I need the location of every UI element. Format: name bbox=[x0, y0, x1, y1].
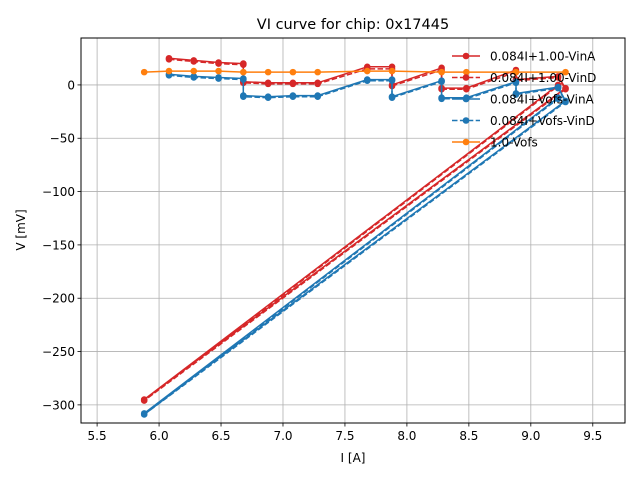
data-point bbox=[438, 68, 445, 76]
data-point bbox=[165, 67, 173, 75]
legend-item: 1.0-Vofs bbox=[452, 136, 538, 150]
y-tick-label: −300 bbox=[42, 398, 75, 412]
y-axis-label: V [mV] bbox=[14, 209, 28, 250]
data-point bbox=[438, 95, 445, 103]
x-tick-label: 6.0 bbox=[150, 429, 169, 443]
y-tick-label: −150 bbox=[42, 238, 75, 252]
legend: 0.084I+1.00-VinA 0.084I+1.00-VinD 0.084I+V… bbox=[452, 50, 596, 150]
data-point bbox=[562, 98, 569, 106]
data-point bbox=[562, 68, 569, 76]
legend-label: 0.084I+Vofs-VinD bbox=[490, 114, 595, 128]
data-point bbox=[463, 85, 470, 93]
data-point bbox=[240, 93, 247, 100]
series-layer bbox=[140, 54, 569, 418]
data-point bbox=[165, 56, 173, 63]
y-tick-label: 0 bbox=[67, 78, 75, 92]
legend-marker bbox=[462, 52, 470, 60]
series-4 bbox=[140, 67, 569, 76]
chart-title: VI curve for chip: 0x17445 bbox=[257, 17, 449, 33]
data-point bbox=[554, 74, 562, 81]
legend-label: 0.084I+1.00-VinD bbox=[490, 71, 596, 85]
legend-label: 0.084I+Vofs-VinA bbox=[490, 93, 595, 107]
legend-marker bbox=[462, 117, 470, 124]
data-point bbox=[190, 58, 198, 65]
data-point bbox=[554, 95, 562, 103]
data-point bbox=[190, 74, 198, 81]
x-tick-label: 7.5 bbox=[335, 429, 354, 443]
data-point bbox=[264, 94, 272, 102]
y-tick-label: −250 bbox=[42, 345, 75, 359]
series-line bbox=[144, 70, 566, 73]
data-point bbox=[289, 93, 297, 100]
data-point bbox=[289, 68, 297, 76]
data-point bbox=[562, 85, 569, 93]
data-point bbox=[264, 68, 272, 76]
data-point bbox=[264, 80, 272, 88]
data-point bbox=[240, 76, 247, 83]
data-point bbox=[314, 80, 321, 88]
plot-frame bbox=[80, 37, 626, 424]
x-tick-label: 6.5 bbox=[211, 429, 230, 443]
legend-label: 0.084I+1.00-VinA bbox=[490, 50, 596, 64]
data-point bbox=[289, 80, 297, 88]
y-tick-label: −50 bbox=[50, 132, 75, 146]
legend-item: 0.084I+Vofs-VinD bbox=[452, 114, 595, 128]
data-point bbox=[363, 77, 371, 84]
legend-item: 0.084I+1.00-VinD bbox=[452, 71, 596, 85]
legend-label: 1.0-Vofs bbox=[490, 136, 538, 150]
data-point bbox=[240, 61, 247, 68]
series-line bbox=[143, 74, 567, 416]
legend-marker bbox=[462, 138, 470, 146]
series-line bbox=[143, 58, 567, 402]
data-point bbox=[512, 91, 520, 98]
x-axis-label: I [A] bbox=[341, 451, 366, 465]
y-axis-ticks: 0 −50 −100 −150 −200 −250 −300 bbox=[42, 78, 81, 412]
data-point bbox=[314, 68, 321, 76]
data-point bbox=[554, 84, 562, 92]
data-point bbox=[463, 68, 470, 76]
x-tick-label: 8.5 bbox=[459, 429, 478, 443]
x-axis-ticks: 5.5 6.0 6.5 7.0 7.5 8.0 8.5 9.0 9.5 bbox=[88, 423, 602, 443]
data-point bbox=[140, 411, 148, 418]
y-tick-label: −100 bbox=[42, 185, 75, 199]
series-line bbox=[143, 57, 567, 401]
data-point bbox=[314, 93, 321, 100]
x-tick-label: 7.0 bbox=[273, 429, 292, 443]
x-tick-label: 5.5 bbox=[88, 429, 107, 443]
y-tick-label: −200 bbox=[42, 292, 75, 306]
x-tick-label: 8.0 bbox=[397, 429, 416, 443]
legend-item: 0.084I+1.00-VinA bbox=[452, 50, 596, 64]
legend-item: 0.084I+Vofs-VinA bbox=[452, 93, 595, 107]
data-point bbox=[240, 68, 247, 76]
data-point bbox=[512, 79, 520, 87]
data-point bbox=[363, 67, 371, 75]
series-0 bbox=[140, 54, 569, 403]
data-point bbox=[512, 68, 520, 76]
data-point bbox=[215, 67, 222, 75]
x-tick-label: 9.0 bbox=[521, 429, 540, 443]
data-point bbox=[388, 94, 396, 102]
data-point bbox=[215, 60, 222, 67]
data-point bbox=[438, 78, 445, 86]
x-tick-label: 9.5 bbox=[583, 429, 602, 443]
data-point bbox=[140, 68, 148, 76]
data-point bbox=[190, 67, 198, 75]
legend-marker bbox=[462, 95, 470, 103]
legend-marker bbox=[462, 74, 470, 81]
data-point bbox=[215, 75, 222, 82]
data-point bbox=[388, 67, 396, 75]
data-point bbox=[140, 397, 148, 404]
data-point bbox=[388, 77, 396, 84]
